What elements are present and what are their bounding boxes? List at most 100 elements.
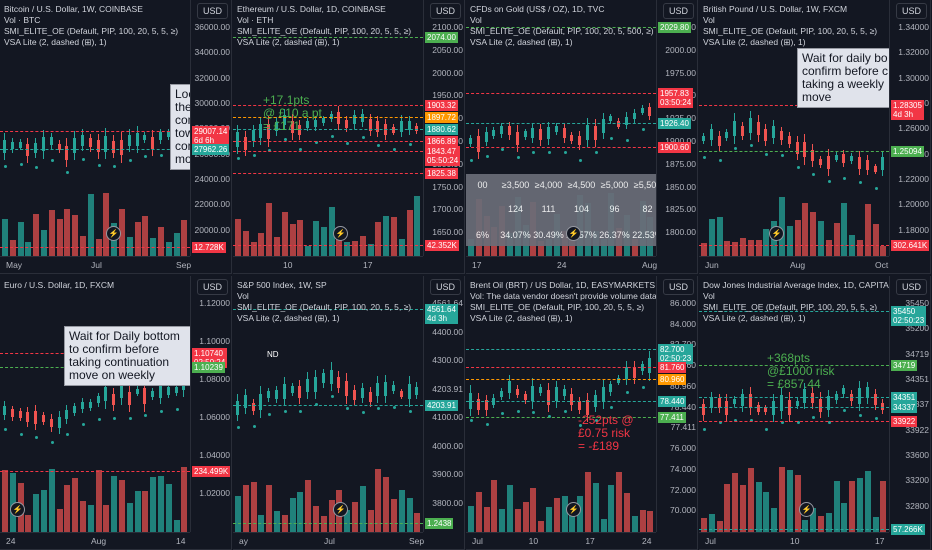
candle — [484, 126, 488, 147]
candle — [609, 113, 613, 124]
trend-dot — [548, 151, 551, 155]
price-label: 27962.26 — [192, 144, 230, 155]
candle — [515, 124, 519, 153]
trend-dot — [579, 158, 583, 162]
plot-area[interactable]: Euro / U.S. Dollar, 1D, FXCM Wait for Dai… — [0, 276, 190, 532]
volume-bar — [320, 227, 327, 256]
price-axis[interactable]: USD2100.002050.002000.001950.001900.0018… — [423, 0, 464, 256]
price-axis[interactable]: USD 4561.64 4400.00 4300.00 4203.91 4100.00 40… — [423, 276, 464, 532]
table-cell: 82 — [642, 204, 653, 214]
price-axis[interactable]: USD2029.802000.001975.001950.001925.0019… — [656, 0, 697, 256]
chart-pane-brent[interactable]: Brent Oil (BRT) / US Dollar, 1D, EASYMAR… — [466, 276, 698, 550]
currency-button[interactable]: USD — [196, 279, 228, 295]
candle-body — [34, 142, 38, 153]
chart-pane-eth[interactable]: Ethereum / U.S. Dollar, 1D, COINBASE Vol … — [233, 0, 465, 274]
trend-dot — [393, 405, 396, 409]
time-axis[interactable]: 24 Aug 14 — [0, 532, 190, 549]
candle-body — [127, 392, 131, 406]
candle — [415, 123, 419, 134]
price-tick: 1.26000 — [898, 123, 929, 134]
price-level-line — [466, 367, 656, 368]
candle — [609, 380, 613, 396]
price-axis[interactable]: USD36000.0034000.0032000.0030000.0028000… — [190, 0, 231, 256]
plot-area[interactable]: British Pound / U.S. Dollar, 1W, FXCM Vol… — [699, 0, 889, 256]
price-tick: 22000.00 — [194, 199, 230, 210]
table-cell: 30.49% — [533, 230, 564, 240]
price-axis[interactable]: USD1.340001.320001.300001.280001.260001.… — [889, 0, 930, 256]
price-tick: 20000.00 — [194, 224, 230, 235]
candle — [741, 121, 744, 141]
currency-button[interactable]: USD — [662, 3, 694, 19]
plot-area[interactable]: CFDs on Gold (US$ / OZ), 1D, TVC Vol SMI_E… — [466, 0, 656, 256]
time-axis[interactable]: Jul 10 17 — [699, 532, 889, 549]
plot-area[interactable]: S&P 500 Index, 1W, SP Vol SMI_ELITE_OE (De… — [233, 276, 423, 532]
volume-bar — [833, 222, 840, 256]
volume-bar — [755, 482, 762, 532]
currency-button[interactable]: USD — [895, 279, 927, 295]
price-label: 77.411 — [658, 412, 686, 423]
candle-body — [640, 107, 644, 113]
currency-button[interactable]: USD — [196, 3, 228, 19]
lightning-icon[interactable]: ⚡ — [566, 226, 581, 241]
candle — [321, 115, 325, 127]
candle-body — [484, 131, 488, 142]
price-tick: 35200 — [905, 323, 929, 334]
candle-body — [407, 384, 411, 400]
lightning-icon[interactable]: ⚡ — [799, 502, 814, 517]
symbol-title: British Pound / U.S. Dollar, 1W, FXCM — [703, 4, 848, 14]
volume-bar — [103, 504, 110, 532]
time-axis[interactable]: ay Jul Sep — [233, 532, 424, 549]
lightning-icon[interactable]: ⚡ — [333, 502, 348, 517]
candle-body — [159, 385, 162, 399]
volume-bar — [181, 220, 188, 256]
time-axis[interactable]: Jul 10 17 24 — [466, 532, 656, 549]
trend-dot — [874, 417, 878, 421]
candle-body — [702, 404, 705, 416]
price-axis[interactable]: USD 86.000 84.000 82.700 81.760 80.960 78.440 7… — [656, 276, 697, 532]
price-label-value: 1897.72 — [427, 113, 456, 122]
candle-body — [625, 366, 628, 379]
candle — [65, 405, 69, 425]
currency-button[interactable]: USD — [662, 279, 694, 295]
time-axis[interactable]: Jun Aug Oct — [699, 256, 889, 273]
currency-button[interactable]: USD — [429, 279, 461, 295]
chart-pane-gold[interactable]: CFDs on Gold (US$ / OZ), 1D, TVC Vol SMI_E… — [466, 0, 698, 274]
time-axis[interactable]: 10 17 — [233, 256, 423, 273]
price-axis[interactable]: USD 1.12000 1.10000 1.08000 1.06000 1.04000 1.… — [190, 276, 231, 532]
lightning-icon[interactable]: ⚡ — [566, 502, 581, 517]
text-note[interactable]: Wait for daily bo confirm before c takin… — [797, 48, 889, 108]
time-tick: Oct — [875, 260, 889, 270]
currency-button[interactable]: USD — [429, 3, 461, 19]
chart-pane-spx[interactable]: S&P 500 Index, 1W, SP Vol SMI_ELITE_OE (De… — [233, 276, 465, 550]
candle — [329, 111, 333, 123]
price-level-line — [699, 311, 889, 312]
plot-area[interactable]: Brent Oil (BRT) / US Dollar, 1D, EASYMAR… — [466, 276, 656, 532]
price-axis[interactable]: USD3545035200347193435134337339223360033… — [889, 276, 930, 535]
currency-button[interactable]: USD — [895, 3, 927, 19]
chart-pane-eur[interactable]: Euro / U.S. Dollar, 1D, FXCM Wait for Dai… — [0, 276, 232, 550]
chart-pane-dji[interactable]: Dow Jones Industrial Average Index, 1D, … — [699, 276, 931, 550]
text-note[interactable]: Wait for Daily bottom to confirm before … — [64, 326, 190, 386]
plot-area[interactable]: Ethereum / U.S. Dollar, 1D, COINBASE Vol … — [233, 0, 423, 256]
time-axis[interactable]: 17 24 Aug — [466, 256, 657, 273]
price-label-value: 81.760 — [660, 363, 685, 372]
lightning-icon[interactable]: ⚡ — [769, 226, 784, 241]
candle-body — [135, 388, 139, 394]
text-note[interactable]: Loo the con tow con mov — [170, 84, 190, 170]
candle — [881, 150, 885, 176]
chart-pane-btc[interactable]: Bitcoin / U.S. Dollar, 1W, COINBASE Vol ·… — [0, 0, 232, 274]
chart-pane-gbp[interactable]: British Pound / U.S. Dollar, 1W, FXCM Vol… — [699, 0, 931, 274]
volume-bar — [491, 479, 498, 532]
plot-area[interactable]: Dow Jones Industrial Average Index, 1D, … — [699, 276, 889, 532]
table-cell: ≥3,500 — [501, 180, 530, 190]
plot-area[interactable]: Bitcoin / U.S. Dollar, 1W, COINBASE Vol ·… — [0, 0, 190, 256]
price-tick: 1.32000 — [898, 47, 929, 58]
time-axis[interactable]: May Jul Sep — [0, 256, 191, 273]
lightning-icon[interactable]: ⚡ — [106, 226, 121, 241]
price-label-countdown: 02:50:23 — [660, 354, 692, 363]
candle — [508, 375, 511, 399]
lightning-icon[interactable]: ⚡ — [333, 226, 348, 241]
lightning-icon[interactable]: ⚡ — [10, 502, 25, 517]
time-tick: 17 — [472, 260, 482, 270]
volume-bar — [522, 501, 529, 532]
